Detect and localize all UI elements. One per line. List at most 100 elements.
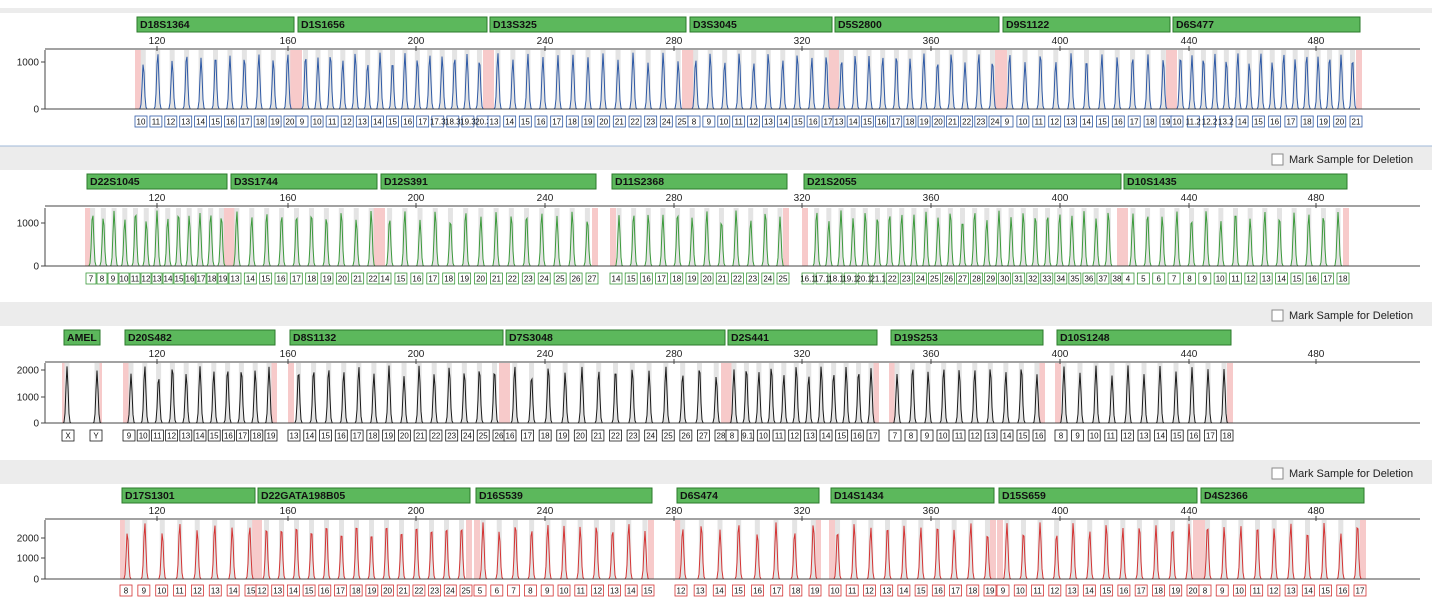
allele-call-label[interactable]: 9 — [1198, 272, 1212, 285]
allele-call-box[interactable] — [61, 429, 75, 442]
allele-call-label[interactable]: 7 — [888, 429, 902, 442]
allele-call-label[interactable]: 17 — [238, 115, 252, 128]
allele-call-label[interactable]: 19 — [382, 429, 396, 442]
allele-call-label[interactable]: 6 — [490, 584, 504, 597]
allele-call-box[interactable] — [429, 429, 443, 442]
allele-call-label[interactable]: 25 — [661, 429, 675, 442]
allele-call-label[interactable]: 12 — [164, 115, 178, 128]
allele-call-box[interactable] — [741, 429, 755, 442]
allele-call-label[interactable]: 19.3 — [460, 115, 476, 128]
allele-call-label[interactable]: 10 — [1013, 584, 1027, 597]
allele-call-box[interactable] — [591, 584, 604, 597]
allele-call-label[interactable]: 15 — [244, 584, 258, 597]
allele-call-label[interactable]: 15 — [860, 115, 874, 128]
marker-box[interactable] — [475, 487, 653, 504]
allele-call-label[interactable]: 14 — [303, 429, 317, 442]
allele-call-box[interactable] — [806, 115, 820, 128]
allele-call-label[interactable]: 9 — [1215, 584, 1229, 597]
allele-call-label[interactable]: 23 — [644, 115, 658, 128]
allele-call-label[interactable]: 18 — [349, 584, 363, 597]
allele-call-label[interactable]: 12 — [165, 429, 179, 442]
allele-call-label[interactable]: 13.2 — [1218, 115, 1234, 128]
allele-call-label[interactable]: 15 — [302, 584, 316, 597]
marker-box[interactable] — [63, 329, 101, 346]
allele-call-box[interactable] — [401, 115, 414, 128]
allele-call-label[interactable]: 23 — [521, 272, 535, 285]
allele-call-label[interactable]: 24 — [537, 272, 551, 285]
allele-call-label[interactable]: 18 — [305, 272, 319, 285]
allele-call-box[interactable] — [1082, 272, 1096, 285]
allele-call-box[interactable] — [1096, 272, 1110, 285]
allele-call-box[interactable] — [524, 584, 537, 597]
mark-deletion-checkbox[interactable]: Mark Sample for Deletion — [1271, 153, 1413, 166]
allele-call-box[interactable] — [505, 272, 519, 285]
allele-call-label[interactable]: 13 — [487, 115, 501, 128]
allele-call-label[interactable]: 20 — [283, 115, 297, 128]
allele-call-label[interactable]: 14 — [503, 115, 517, 128]
allele-call-box[interactable] — [310, 115, 324, 128]
allele-call-box[interactable] — [1152, 584, 1165, 597]
allele-call-label[interactable]: 17 — [1127, 115, 1141, 128]
allele-call-box[interactable] — [1000, 429, 1014, 442]
allele-call-box[interactable] — [1016, 115, 1030, 128]
allele-call-box[interactable] — [538, 429, 552, 442]
allele-call-box[interactable] — [949, 584, 962, 597]
allele-call-box[interactable] — [1170, 115, 1184, 128]
allele-call-box[interactable] — [173, 584, 186, 597]
allele-call-label[interactable]: 8 — [1054, 429, 1068, 442]
allele-call-label[interactable]: 11 — [772, 429, 786, 442]
allele-call-label[interactable]: 18 — [1143, 115, 1157, 128]
allele-call-label[interactable]: 12 — [1121, 429, 1134, 442]
allele-call-label[interactable]: 14 — [1082, 584, 1096, 597]
allele-call-label[interactable]: 19 — [556, 429, 570, 442]
allele-call-label[interactable]: 20 — [335, 272, 349, 285]
allele-call-label[interactable]: 16 — [850, 429, 864, 442]
allele-call-label[interactable]: 8 — [96, 272, 108, 285]
allele-call-box[interactable] — [697, 429, 710, 442]
allele-call-box[interactable] — [320, 272, 334, 285]
allele-call-box[interactable] — [1284, 115, 1298, 128]
allele-call-box[interactable] — [1203, 115, 1216, 128]
allele-call-label[interactable]: 10 — [828, 584, 842, 597]
allele-call-label[interactable]: 13 — [1259, 272, 1273, 285]
allele-call-box[interactable] — [226, 584, 240, 597]
allele-call-label[interactable]: 14 — [1275, 272, 1288, 285]
allele-call-box[interactable] — [268, 115, 282, 128]
allele-call-box[interactable] — [255, 584, 269, 597]
allele-call-box[interactable] — [179, 429, 193, 442]
marker-box[interactable] — [257, 487, 471, 504]
allele-call-box[interactable] — [1198, 272, 1212, 285]
allele-call-label[interactable]: 16.1 — [800, 272, 816, 285]
allele-call-box[interactable] — [397, 429, 411, 442]
allele-call-label[interactable]: 34 — [1054, 272, 1068, 285]
allele-call-label[interactable]: 11 — [325, 115, 339, 128]
allele-call-box[interactable] — [1183, 272, 1196, 285]
allele-call-label[interactable]: 17 — [521, 429, 534, 442]
allele-call-box[interactable] — [221, 429, 235, 442]
allele-call-label[interactable]: 24 — [659, 115, 673, 128]
allele-call-box[interactable] — [431, 115, 445, 128]
allele-call-label[interactable]: 16 — [1111, 115, 1125, 128]
allele-call-label[interactable]: 12 — [140, 272, 152, 285]
allele-call-box[interactable] — [875, 115, 888, 128]
allele-call-label[interactable]: 16 — [1032, 429, 1046, 442]
allele-call-box[interactable] — [659, 115, 673, 128]
allele-call-label[interactable]: 20 — [474, 272, 487, 285]
allele-call-label[interactable]: 21 — [591, 429, 605, 442]
allele-call-box[interactable] — [612, 115, 626, 128]
allele-call-label[interactable]: 11 — [173, 584, 186, 597]
marker-box[interactable] — [86, 173, 228, 190]
allele-call-label[interactable]: 14 — [1154, 429, 1167, 442]
allele-call-box[interactable] — [149, 115, 163, 128]
allele-call-box[interactable] — [164, 115, 178, 128]
allele-call-box[interactable] — [569, 272, 583, 285]
marker-box[interactable] — [727, 329, 878, 346]
allele-call-box[interactable] — [236, 429, 250, 442]
allele-call-box[interactable] — [732, 115, 746, 128]
allele-call-box[interactable] — [250, 429, 264, 442]
allele-call-label[interactable]: 16 — [1336, 584, 1350, 597]
marker-box[interactable] — [611, 173, 788, 190]
allele-call-label[interactable]: 17 — [1321, 272, 1335, 285]
allele-call-box[interactable] — [137, 584, 151, 597]
allele-call-label[interactable]: 11 — [574, 584, 588, 597]
